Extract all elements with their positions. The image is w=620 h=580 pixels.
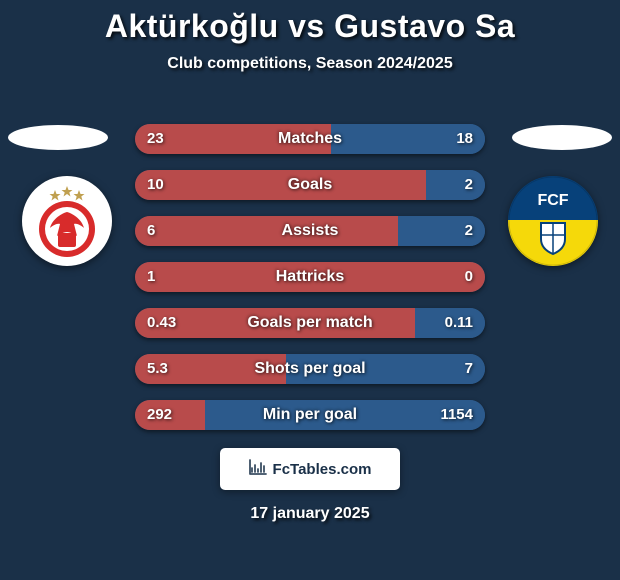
- stat-row: 2921154Min per goal: [135, 400, 485, 430]
- bar-label: Assists: [135, 216, 485, 246]
- svg-text:FCF: FCF: [537, 192, 568, 209]
- stat-row: 2318Matches: [135, 124, 485, 154]
- bar-label: Shots per goal: [135, 354, 485, 384]
- chart-icon: [249, 459, 267, 480]
- bar-label: Hattricks: [135, 262, 485, 292]
- stat-row: 5.37Shots per goal: [135, 354, 485, 384]
- bar-label: Matches: [135, 124, 485, 154]
- flag-left: [8, 125, 108, 150]
- bar-label: Goals: [135, 170, 485, 200]
- club-logo-left: [22, 176, 112, 266]
- famalicao-logo-icon: FCF: [508, 176, 598, 266]
- watermark-text: FcTables.com: [273, 461, 372, 478]
- comparison-infographic: Aktürkoğlu vs Gustavo Sa Club competitio…: [0, 0, 620, 580]
- stat-row: 10Hattricks: [135, 262, 485, 292]
- stat-bars: 2318Matches 102Goals 62Assists 10Hattricks 0…: [135, 124, 485, 446]
- flag-left-oval: [8, 125, 108, 150]
- subtitle: Club competitions, Season 2024/2025: [0, 55, 620, 73]
- stat-row: 102Goals: [135, 170, 485, 200]
- watermark-box: FcTables.com: [220, 448, 400, 490]
- bar-label: Min per goal: [135, 400, 485, 430]
- flag-right-oval: [512, 125, 612, 150]
- page-title: Aktürkoğlu vs Gustavo Sa: [0, 0, 620, 45]
- stat-row: 0.430.11Goals per match: [135, 308, 485, 338]
- benfica-logo-icon: [22, 176, 112, 266]
- bar-label: Goals per match: [135, 308, 485, 338]
- stat-row: 62Assists: [135, 216, 485, 246]
- flag-right: [512, 125, 612, 150]
- date-text: 17 january 2025: [0, 505, 620, 523]
- club-logo-right: FCF: [508, 176, 598, 266]
